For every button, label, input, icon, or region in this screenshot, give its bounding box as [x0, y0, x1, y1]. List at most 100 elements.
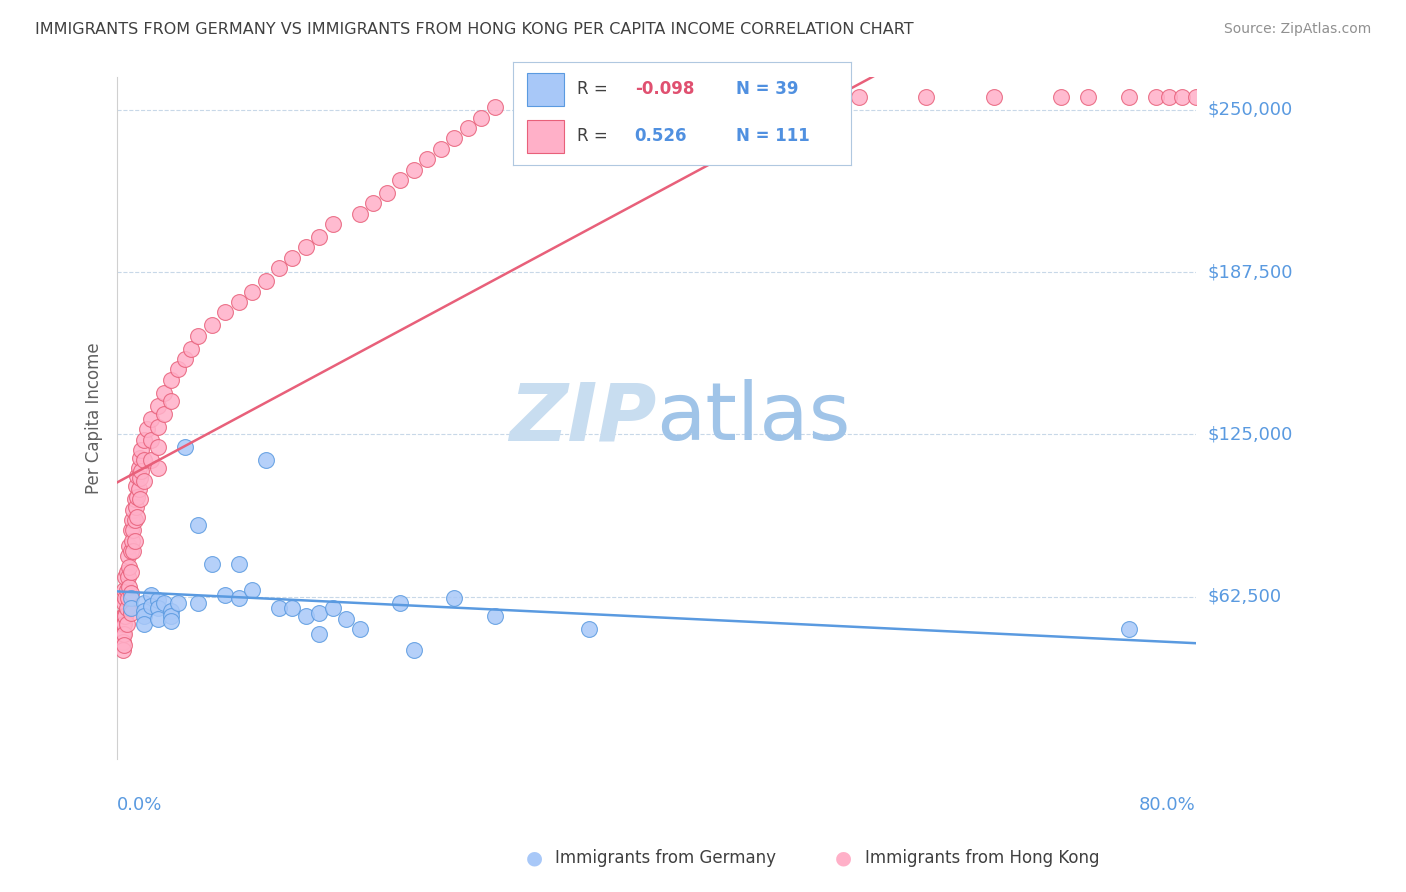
Point	[645, 90, 668, 104]
Point	[308, 230, 330, 244]
Text: IMMIGRANTS FROM GERMANY VS IMMIGRANTS FROM HONG KONG PER CAPITA INCOME CORRELATI: IMMIGRANTS FROM GERMANY VS IMMIGRANTS FR…	[35, 22, 914, 37]
Point	[131, 464, 153, 478]
Point	[114, 609, 136, 624]
Point	[112, 638, 135, 652]
Point	[117, 591, 139, 605]
Point	[200, 557, 222, 571]
Point	[139, 433, 162, 447]
Point	[416, 152, 439, 166]
Point	[510, 90, 533, 104]
Point	[115, 616, 138, 631]
Bar	[527, 120, 564, 153]
Point	[1171, 90, 1194, 104]
Point	[267, 261, 290, 276]
Text: Immigrants from Germany: Immigrants from Germany	[555, 849, 776, 867]
Point	[167, 362, 190, 376]
Point	[1050, 90, 1073, 104]
Point	[120, 591, 142, 605]
Point	[146, 593, 169, 607]
Point	[375, 186, 398, 200]
Point	[115, 565, 138, 579]
Point	[112, 627, 135, 641]
Point	[983, 90, 1005, 104]
Point	[134, 616, 156, 631]
Point	[121, 533, 143, 548]
Point	[214, 588, 236, 602]
Point	[124, 492, 146, 507]
Point	[254, 453, 277, 467]
Point	[146, 419, 169, 434]
Point	[111, 609, 134, 624]
Point	[120, 524, 142, 538]
Point	[146, 601, 169, 615]
Point	[173, 440, 195, 454]
Point	[120, 601, 142, 615]
Point	[120, 544, 142, 558]
Point	[308, 627, 330, 641]
Point	[135, 422, 157, 436]
Point	[443, 131, 465, 145]
Text: N = 111: N = 111	[735, 128, 810, 145]
Point	[619, 90, 641, 104]
Point	[1118, 622, 1140, 636]
Point	[160, 614, 183, 628]
Point	[1144, 90, 1167, 104]
Text: 0.526: 0.526	[634, 128, 688, 145]
Point	[1157, 90, 1180, 104]
Text: 80.0%: 80.0%	[1139, 797, 1197, 814]
Point	[200, 318, 222, 333]
Point	[187, 518, 209, 533]
Point	[228, 557, 250, 571]
Text: $125,000: $125,000	[1208, 425, 1292, 443]
Point	[267, 601, 290, 615]
Point	[187, 596, 209, 610]
Point	[537, 90, 560, 104]
Point	[139, 453, 162, 467]
Point	[125, 479, 148, 493]
Point	[118, 581, 141, 595]
Text: Immigrants from Hong Kong: Immigrants from Hong Kong	[865, 849, 1099, 867]
Point	[322, 601, 344, 615]
Y-axis label: Per Capita Income: Per Capita Income	[86, 343, 103, 494]
Point	[713, 90, 735, 104]
Point	[115, 583, 138, 598]
Point	[111, 635, 134, 649]
Point	[117, 570, 139, 584]
Point	[153, 596, 176, 610]
Point	[129, 471, 152, 485]
Text: R =: R =	[578, 80, 613, 98]
Point	[430, 142, 453, 156]
Point	[402, 162, 425, 177]
Point	[915, 90, 938, 104]
Point	[470, 111, 492, 125]
Point	[139, 411, 162, 425]
Point	[111, 627, 134, 641]
Point	[240, 583, 263, 598]
Point	[160, 604, 183, 618]
Bar	[527, 73, 564, 105]
Point	[134, 433, 156, 447]
Point	[254, 274, 277, 288]
Point	[112, 596, 135, 610]
Point	[228, 591, 250, 605]
Point	[187, 328, 209, 343]
Text: ZIP: ZIP	[509, 379, 657, 457]
Point	[129, 492, 152, 507]
Point	[134, 604, 156, 618]
Point	[160, 373, 183, 387]
Point	[322, 217, 344, 231]
Point	[349, 622, 371, 636]
Point	[146, 461, 169, 475]
Point	[402, 642, 425, 657]
Point	[128, 461, 150, 475]
Point	[578, 622, 600, 636]
Point	[134, 609, 156, 624]
Point	[281, 601, 304, 615]
Point	[146, 612, 169, 626]
Point	[111, 642, 134, 657]
Point	[129, 450, 152, 465]
Point	[335, 612, 357, 626]
Point	[160, 393, 183, 408]
Point	[127, 490, 149, 504]
Point	[125, 500, 148, 514]
